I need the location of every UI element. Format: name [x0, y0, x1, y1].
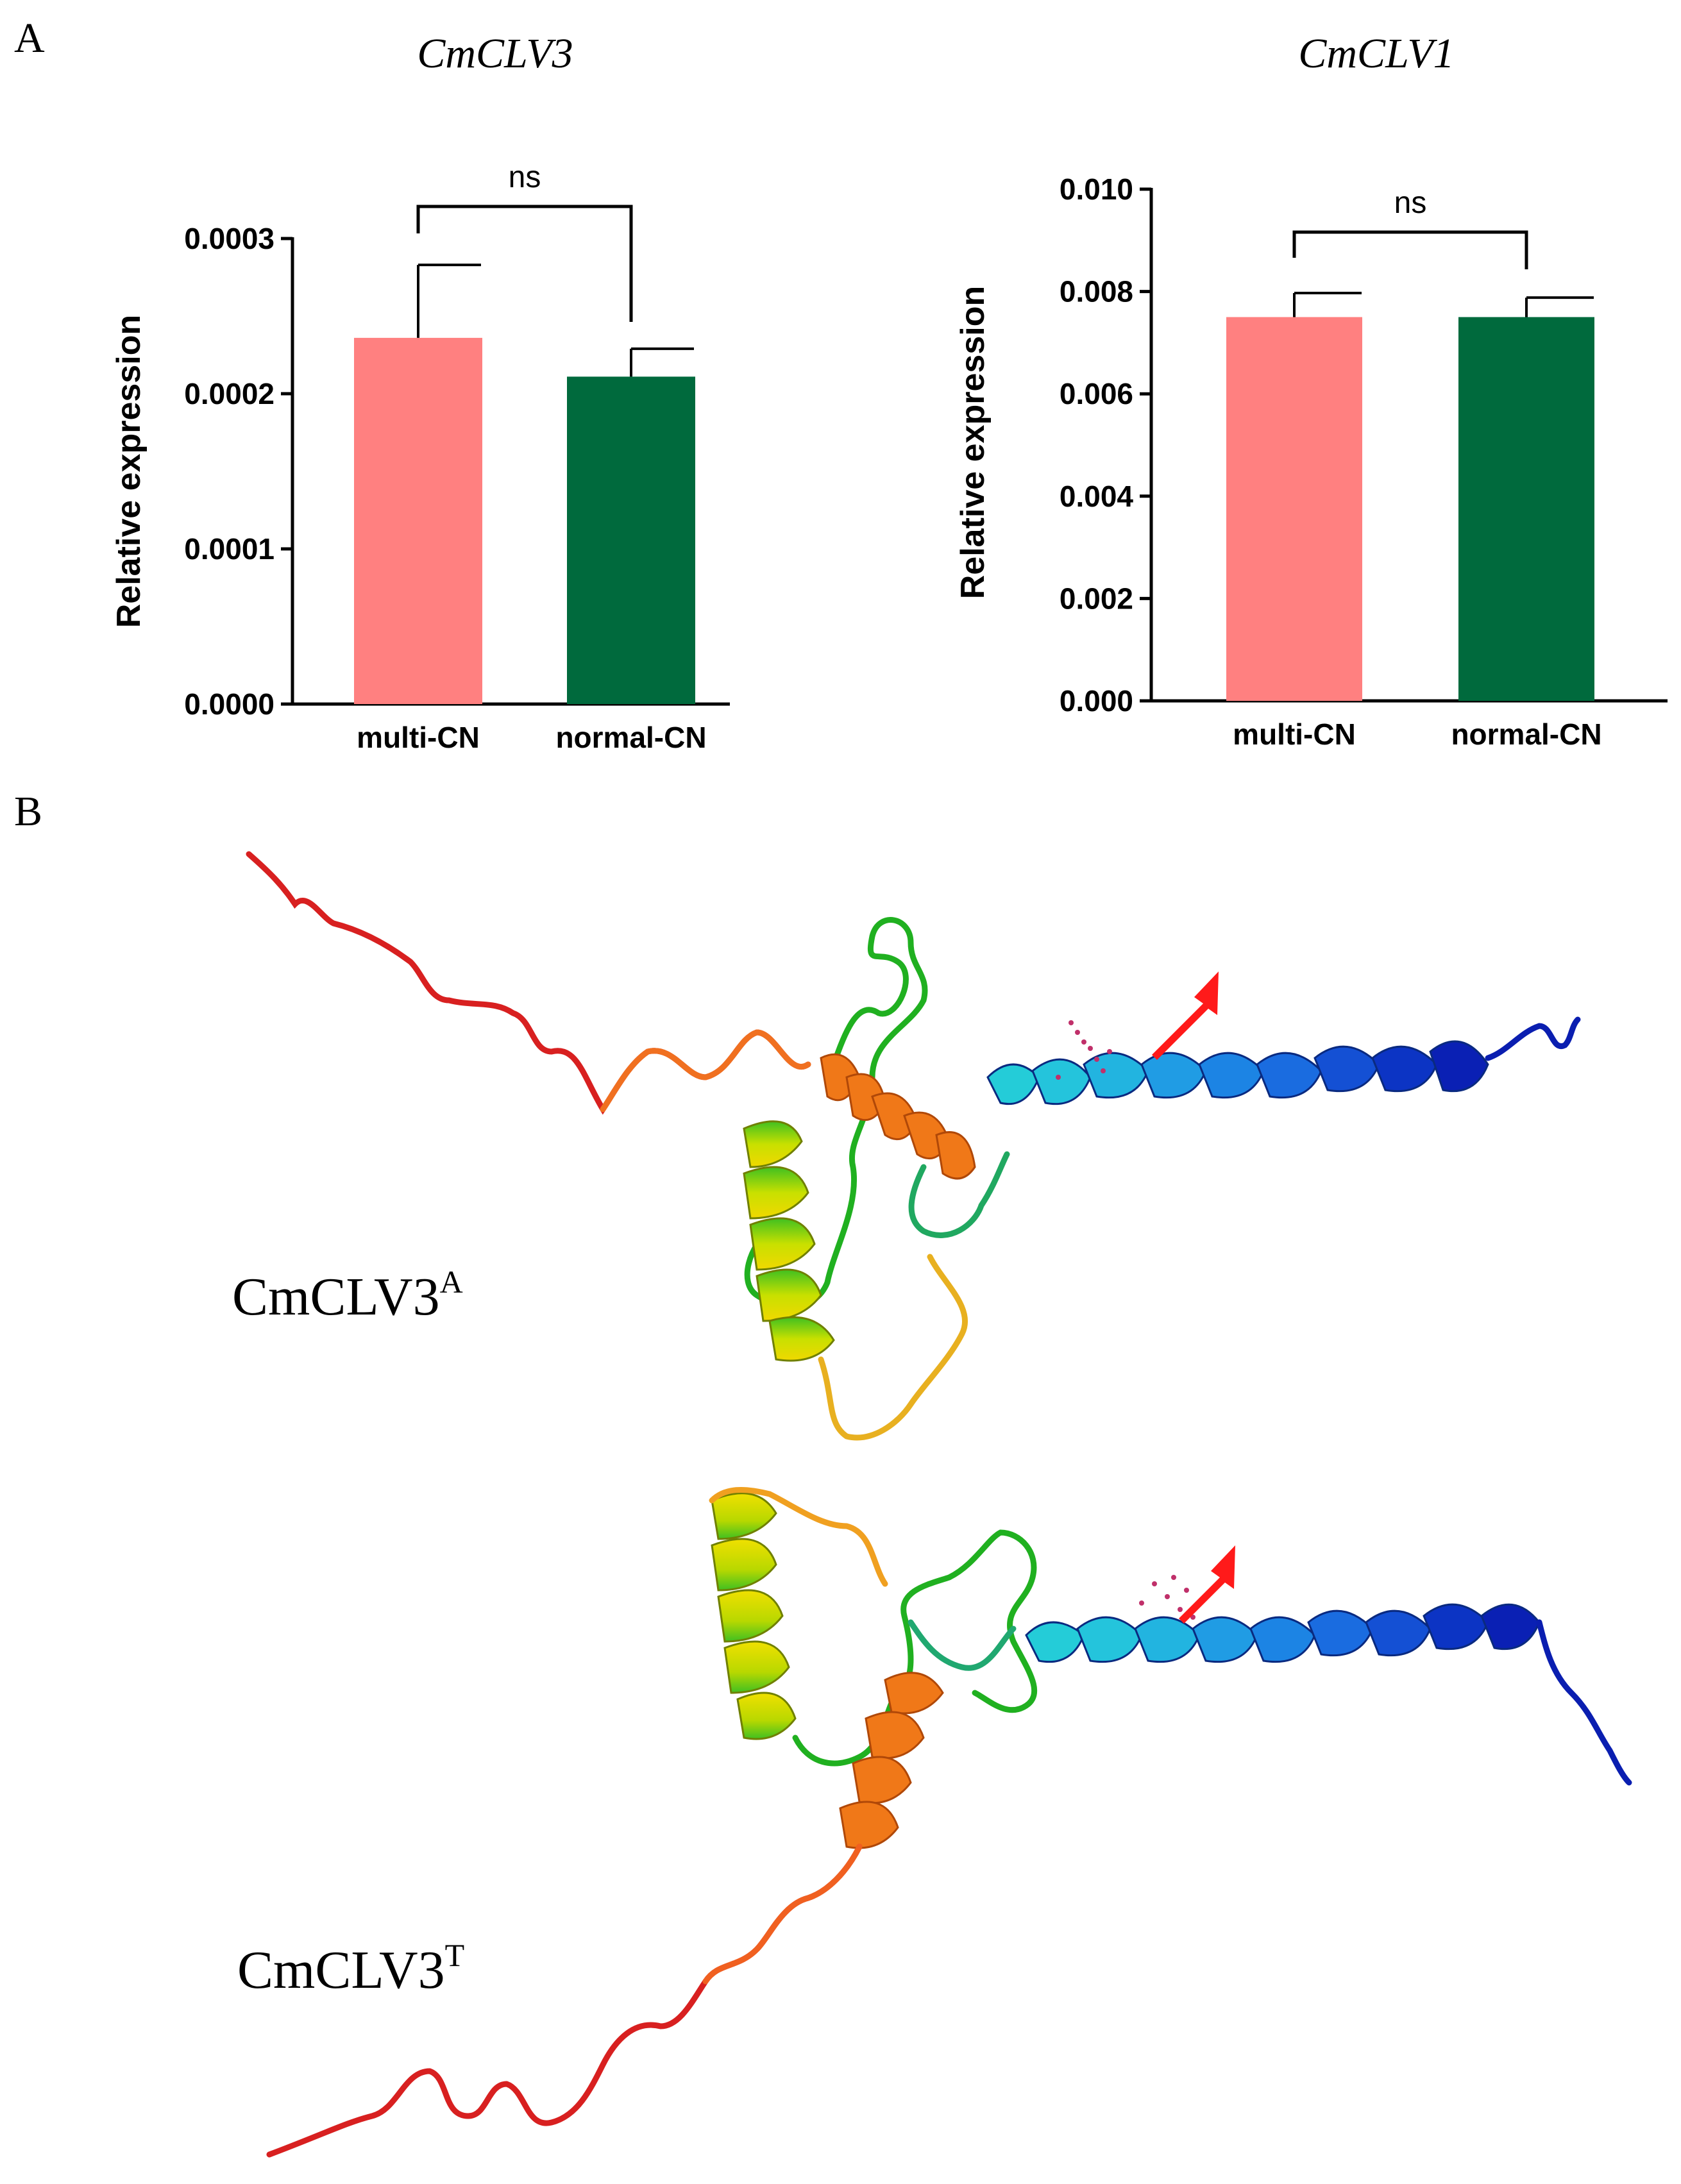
- structure-label: CmCLV3A: [232, 1264, 463, 1327]
- y-tick-label: 0.006: [1060, 377, 1133, 410]
- structure-cmclv3-a: CmCLV3A: [232, 851, 1581, 1441]
- structure-label: CmCLV3T: [237, 1937, 464, 2000]
- y-axis-label: Relative expression: [110, 315, 148, 628]
- structure-cmclv3-t: CmCLV3T: [237, 1486, 1632, 2158]
- chart-title: CmCLV1: [1298, 30, 1454, 77]
- green-loop-2: [908, 1151, 1010, 1238]
- significance-label: ns: [1394, 186, 1427, 220]
- yellow-helix: [711, 1492, 797, 1740]
- panel-label-a: A: [14, 15, 45, 62]
- y-tick-label: 0.010: [1060, 172, 1133, 206]
- x-tick-label: multi-CN: [357, 721, 480, 754]
- chart-title: CmCLV3: [417, 30, 573, 77]
- green-loop-2: [908, 1619, 1017, 1671]
- orange-helix: [839, 1672, 944, 1849]
- bar-normal-CN: [567, 376, 695, 704]
- orange-helix: [820, 1053, 976, 1180]
- blue-tail: [1536, 1619, 1632, 1786]
- significance-bracket: [1292, 230, 1528, 269]
- blue-tail: [1485, 1016, 1581, 1061]
- protein-structures: CmCLV3A: [232, 851, 1632, 2158]
- tail-coil: [266, 1844, 863, 2158]
- orange-tail: [702, 1844, 863, 1985]
- mutation-dots: [1056, 1020, 1112, 1080]
- yellow-coil: [818, 1254, 968, 1441]
- y-tick-label: 0.008: [1060, 275, 1133, 308]
- y-tick-label: 0.0002: [184, 377, 275, 410]
- bar-multi-CN: [354, 337, 482, 704]
- x-tick-label: normal-CN: [1451, 718, 1601, 751]
- arrow-icon: [1152, 971, 1219, 1060]
- y-tick-label: 0.002: [1060, 582, 1133, 615]
- y-tick-label: 0.0003: [184, 222, 275, 255]
- chart-cmclv1: CmCLV1 Relative expression 0.000 0.002 0.0…: [954, 30, 1668, 751]
- significance-bracket: [416, 205, 633, 322]
- panel-label-b: B: [14, 788, 43, 835]
- arrow-icon: [1179, 1545, 1235, 1624]
- bar-multi-CN: [1226, 317, 1362, 701]
- blue-helix: [1025, 1603, 1541, 1663]
- orange-coil-top: [709, 1486, 888, 1587]
- tail-coil: [246, 851, 811, 1115]
- y-tick-label: 0.004: [1060, 480, 1134, 513]
- significance-label: ns: [509, 160, 541, 194]
- y-tick-label: 0.0001: [184, 532, 275, 566]
- yellow-helix: [743, 1120, 835, 1362]
- bar-normal-CN: [1458, 317, 1594, 701]
- y-tick-label: 0.0000: [184, 687, 275, 721]
- y-axis-label: Relative expression: [954, 286, 992, 599]
- y-tick-label: 0.000: [1060, 684, 1133, 718]
- blue-helix: [986, 1040, 1489, 1105]
- chart-cmclv3: CmCLV3 Relative expression 0.0000 0.0001 0…: [110, 30, 730, 754]
- x-tick-label: multi-CN: [1233, 718, 1356, 751]
- orange-coil: [600, 1029, 811, 1113]
- x-tick-label: normal-CN: [555, 721, 706, 754]
